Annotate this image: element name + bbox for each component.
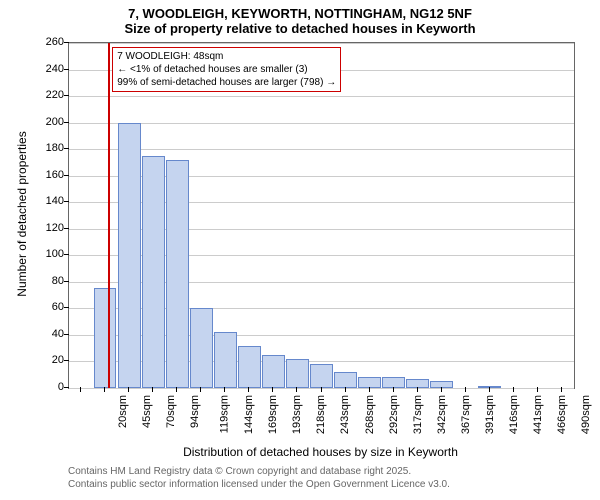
x-tick-label: 218sqm bbox=[316, 395, 328, 434]
x-tick-label: 243sqm bbox=[340, 395, 352, 434]
plot-area: 7 WOODLEIGH: 48sqm← <1% of detached hous… bbox=[68, 42, 575, 389]
histogram-bar bbox=[166, 160, 189, 388]
x-tick-mark bbox=[393, 387, 394, 392]
x-tick-label: 490sqm bbox=[580, 395, 592, 434]
gridline bbox=[69, 123, 574, 124]
x-axis-label: Distribution of detached houses by size … bbox=[68, 445, 573, 459]
x-tick-mark bbox=[176, 387, 177, 392]
histogram-bar bbox=[238, 346, 261, 388]
y-tick-label: 260 bbox=[4, 36, 64, 48]
histogram-bar bbox=[262, 355, 285, 388]
y-tick-label: 140 bbox=[4, 195, 64, 207]
histogram-bar bbox=[190, 308, 213, 388]
x-tick-label: 94sqm bbox=[189, 395, 201, 428]
y-tick-mark bbox=[64, 254, 69, 255]
x-tick-label: 20sqm bbox=[117, 395, 129, 428]
y-tick-label: 100 bbox=[4, 248, 64, 260]
x-tick-mark bbox=[369, 387, 370, 392]
y-tick-label: 20 bbox=[4, 354, 64, 366]
annotation-box: 7 WOODLEIGH: 48sqm← <1% of detached hous… bbox=[112, 47, 341, 92]
x-tick-mark bbox=[561, 387, 562, 392]
y-tick-label: 180 bbox=[4, 142, 64, 154]
x-tick-mark bbox=[296, 387, 297, 392]
x-tick-mark bbox=[489, 387, 490, 392]
x-tick-labels: 20sqm 45sqm 70sqm 94sqm 119sqm 144sqm 169sqm 19… bbox=[68, 387, 573, 447]
gridline bbox=[69, 149, 574, 150]
y-tick-mark bbox=[64, 69, 69, 70]
x-tick-label: 367sqm bbox=[460, 395, 472, 434]
copyright-line: Contains HM Land Registry data © Crown c… bbox=[68, 465, 450, 478]
y-tick-mark bbox=[64, 334, 69, 335]
annotation-line: ← <1% of detached houses are smaller (3) bbox=[117, 63, 336, 76]
x-tick-mark bbox=[80, 387, 81, 392]
x-tick-label: 45sqm bbox=[141, 395, 153, 428]
y-tick-label: 60 bbox=[4, 301, 64, 313]
y-tick-label: 220 bbox=[4, 89, 64, 101]
y-tick-mark bbox=[64, 281, 69, 282]
y-tick-mark bbox=[64, 175, 69, 176]
x-tick-label: 70sqm bbox=[165, 395, 177, 428]
annotation-line: 7 WOODLEIGH: 48sqm bbox=[117, 50, 336, 63]
y-tick-mark bbox=[64, 122, 69, 123]
histogram-bar bbox=[310, 364, 333, 388]
y-tick-label: 240 bbox=[4, 63, 64, 75]
x-tick-label: 169sqm bbox=[267, 395, 279, 434]
y-tick-mark bbox=[64, 228, 69, 229]
x-tick-label: 317sqm bbox=[412, 395, 424, 434]
chart-titles: 7, WOODLEIGH, KEYWORTH, NOTTINGHAM, NG12… bbox=[0, 6, 600, 36]
x-tick-label: 391sqm bbox=[484, 395, 496, 434]
x-tick-mark bbox=[465, 387, 466, 392]
y-tick-mark bbox=[64, 95, 69, 96]
x-tick-mark bbox=[248, 387, 249, 392]
histogram-bar bbox=[286, 359, 309, 388]
y-tick-mark bbox=[64, 148, 69, 149]
x-tick-mark bbox=[345, 387, 346, 392]
x-tick-mark bbox=[513, 387, 514, 392]
histogram-bar bbox=[214, 332, 237, 388]
annotation-line: 99% of semi-detached houses are larger (… bbox=[117, 76, 336, 89]
x-tick-label: 292sqm bbox=[388, 395, 400, 434]
y-tick-label: 200 bbox=[4, 116, 64, 128]
copyright-notice: Contains HM Land Registry data © Crown c… bbox=[68, 465, 450, 491]
copyright-line: Contains public sector information licen… bbox=[68, 478, 450, 491]
chart-container: 7, WOODLEIGH, KEYWORTH, NOTTINGHAM, NG12… bbox=[0, 0, 600, 500]
x-tick-mark bbox=[224, 387, 225, 392]
x-tick-mark bbox=[104, 387, 105, 392]
x-tick-label: 416sqm bbox=[508, 395, 520, 434]
y-tick-label: 80 bbox=[4, 275, 64, 287]
y-tick-labels: 020406080100120140160180200220240260 bbox=[0, 42, 68, 387]
x-tick-mark bbox=[417, 387, 418, 392]
y-tick-label: 160 bbox=[4, 169, 64, 181]
x-tick-mark bbox=[537, 387, 538, 392]
gridline bbox=[69, 96, 574, 97]
y-tick-mark bbox=[64, 201, 69, 202]
x-tick-mark bbox=[441, 387, 442, 392]
x-tick-label: 466sqm bbox=[556, 395, 568, 434]
x-tick-label: 342sqm bbox=[436, 395, 448, 434]
histogram-bar bbox=[118, 123, 141, 388]
x-tick-mark bbox=[152, 387, 153, 392]
histogram-bar bbox=[334, 372, 357, 388]
x-tick-label: 193sqm bbox=[291, 395, 303, 434]
x-tick-mark bbox=[272, 387, 273, 392]
x-tick-mark bbox=[321, 387, 322, 392]
y-tick-label: 0 bbox=[4, 381, 64, 393]
gridline bbox=[69, 43, 574, 44]
x-tick-label: 441sqm bbox=[532, 395, 544, 434]
y-tick-label: 120 bbox=[4, 222, 64, 234]
title-line-1: 7, WOODLEIGH, KEYWORTH, NOTTINGHAM, NG12… bbox=[0, 6, 600, 21]
title-line-2: Size of property relative to detached ho… bbox=[0, 21, 600, 36]
x-tick-label: 119sqm bbox=[219, 395, 231, 433]
x-tick-label: 144sqm bbox=[243, 395, 255, 434]
y-tick-mark bbox=[64, 42, 69, 43]
x-tick-mark bbox=[128, 387, 129, 392]
marker-line bbox=[108, 43, 110, 388]
y-tick-mark bbox=[64, 307, 69, 308]
histogram-bar bbox=[142, 156, 165, 388]
x-tick-mark bbox=[200, 387, 201, 392]
x-tick-label: 268sqm bbox=[364, 395, 376, 434]
y-tick-mark bbox=[64, 360, 69, 361]
y-tick-label: 40 bbox=[4, 328, 64, 340]
histogram-bar bbox=[94, 288, 117, 388]
